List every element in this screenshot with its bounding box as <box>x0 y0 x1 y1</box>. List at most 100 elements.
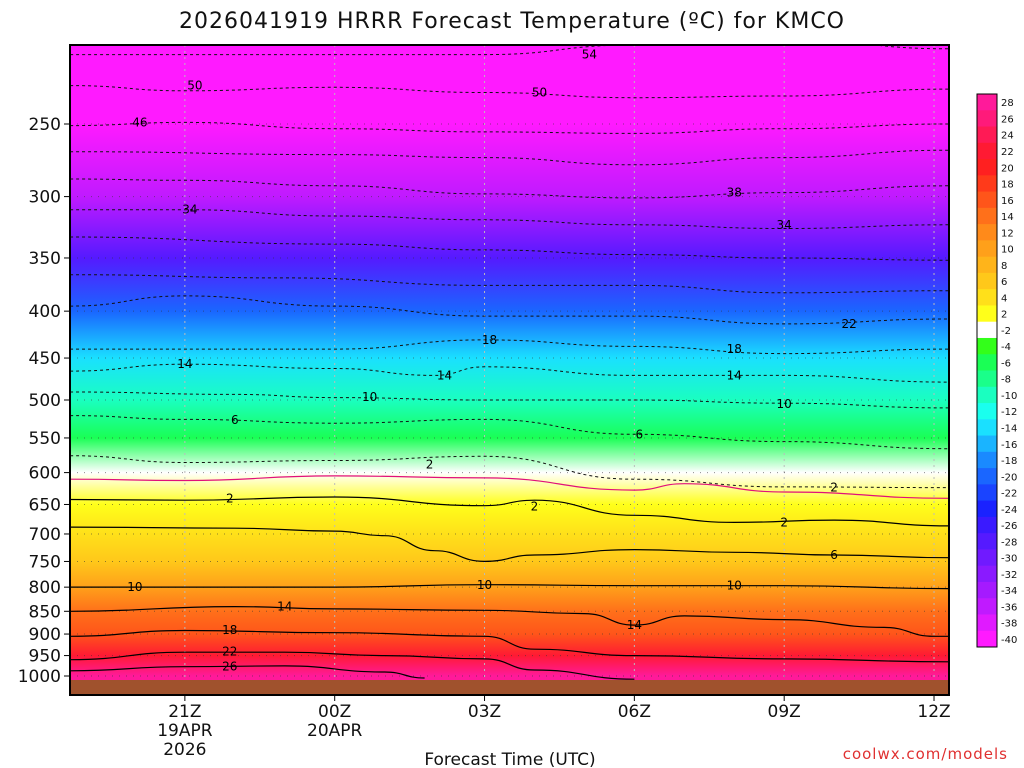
colorbar-swatch <box>977 142 997 160</box>
colorbar-label: -36 <box>1001 602 1017 613</box>
contour-label: 6 <box>231 413 239 427</box>
contour-label: 18 <box>727 342 742 356</box>
y-tick-label: 350 <box>29 249 61 269</box>
pressure-axis: 250 300 350 400 450 500 550 600 650 700 750 800 850 9… <box>18 115 70 687</box>
colorbar-swatch <box>977 370 997 388</box>
contour-label: 6 <box>830 548 838 562</box>
colorbar-label: -6 <box>1001 358 1011 369</box>
contour-label: 26 <box>222 659 237 673</box>
contour-label: 50 <box>187 79 202 93</box>
temperature-field <box>70 45 949 695</box>
colorbar-swatch <box>977 565 997 583</box>
colorbar-swatch <box>977 354 997 371</box>
isotherm--54 <box>70 45 949 56</box>
isotherm--42 <box>70 149 949 166</box>
y-tick-label: 500 <box>29 391 61 411</box>
y-tick-label: 450 <box>29 349 61 369</box>
y-tick-label: 900 <box>29 625 61 645</box>
isotherm--34 <box>70 209 949 230</box>
isotherm--38 <box>70 178 949 199</box>
contour-label: 10 <box>127 580 142 594</box>
chart-title: 2026041919 HRRR Forecast Temperature (ºC… <box>179 9 845 34</box>
colorbar-label: -22 <box>1001 489 1017 500</box>
x-tick-label: 03Z <box>468 702 501 722</box>
colorbar-swatch <box>977 614 997 632</box>
isotherm-26 <box>70 665 425 679</box>
colorbar-label: 18 <box>1001 180 1014 191</box>
colorbar-swatch <box>977 337 997 355</box>
colorbar-swatch <box>977 175 997 193</box>
y-tick-label: 750 <box>29 552 61 572</box>
colorbar-swatch <box>977 386 997 404</box>
contour-label: 18 <box>222 623 237 637</box>
colorbar-swatch <box>977 468 997 485</box>
y-tick-label: 300 <box>29 188 61 208</box>
isotherm--14 <box>70 363 949 383</box>
isotherm-0 <box>70 475 949 499</box>
colorbar-label: -14 <box>1001 423 1017 434</box>
x-tick-label: 20APR <box>307 721 363 741</box>
colorbar-label: 22 <box>1001 147 1014 158</box>
colorbar-swatch <box>977 533 997 550</box>
colorbar-label: -20 <box>1001 472 1017 483</box>
colorbar-swatch <box>977 159 997 176</box>
contour-label: 14 <box>627 618 642 632</box>
contour-label: 10 <box>477 578 492 592</box>
colorbar-label: 8 <box>1001 261 1007 272</box>
colorbar-frame <box>976 93 998 648</box>
colorbar-swatch <box>977 207 997 225</box>
contour-label: 18 <box>482 333 497 347</box>
y-tick-label: 400 <box>29 302 61 322</box>
colorbar-swatch <box>977 110 997 128</box>
colorbar-label: -24 <box>1001 505 1017 516</box>
isotherm-6 <box>70 526 949 563</box>
colorbar-swatch <box>977 451 997 469</box>
x-tick-label: 00Z <box>318 702 351 722</box>
colorbar-swatch <box>977 321 997 339</box>
contour-label: 54 <box>582 48 597 62</box>
colorbar-label: 6 <box>1001 277 1007 288</box>
colorbar-label: -16 <box>1001 440 1017 451</box>
colorbar-label: 20 <box>1001 163 1014 174</box>
isotherm--46 <box>70 121 949 134</box>
y-tick-label: 950 <box>29 647 61 667</box>
colorbar-label: -32 <box>1001 570 1017 581</box>
colorbar-swatch <box>977 191 997 209</box>
colorbar-swatch <box>977 419 997 437</box>
colorbar-swatch <box>977 305 997 323</box>
isotherm-10 <box>70 584 949 590</box>
colorbar-swatch <box>977 598 997 615</box>
colorbar-swatch <box>977 94 997 111</box>
contour-label: 34 <box>777 218 792 232</box>
isotherm-contours <box>70 45 949 680</box>
y-tick-label: 600 <box>29 464 61 484</box>
colorbar-label: -28 <box>1001 537 1017 548</box>
contour-label: 10 <box>777 397 792 411</box>
colorbar: 28 26 24 22 20 18 16 14 12 10 8 6 4 2 -2 -4 -6 -8 -10 -12 -1… <box>976 93 1017 648</box>
contour-label: 34 <box>182 203 197 217</box>
y-tick-label: 800 <box>29 578 61 598</box>
isotherm-22 <box>70 651 635 680</box>
colorbar-swatch <box>977 484 997 502</box>
colorbar-label: 10 <box>1001 245 1014 256</box>
colorbar-label: -30 <box>1001 554 1017 565</box>
colorbar-label: 4 <box>1001 293 1007 304</box>
contour-label: 2 <box>226 491 234 505</box>
isotherm--22 <box>70 295 949 325</box>
colorbar-label: 28 <box>1001 98 1014 109</box>
colorbar-swatch <box>977 516 997 534</box>
x-tick-label: 06Z <box>618 702 651 722</box>
colorbar-label: 12 <box>1001 228 1014 239</box>
colorbar-label: -34 <box>1001 586 1017 597</box>
colorbar-swatch <box>977 403 997 420</box>
colorbar-label: -4 <box>1001 342 1011 353</box>
contour-label: 2 <box>830 481 838 495</box>
x-axis-label: Forecast Time (UTC) <box>424 750 595 768</box>
source-credit: coolwx.com/models <box>843 745 1008 763</box>
contour-label: 2 <box>780 515 788 529</box>
y-tick-label: 650 <box>29 495 61 515</box>
colorbar-swatch <box>977 224 997 241</box>
